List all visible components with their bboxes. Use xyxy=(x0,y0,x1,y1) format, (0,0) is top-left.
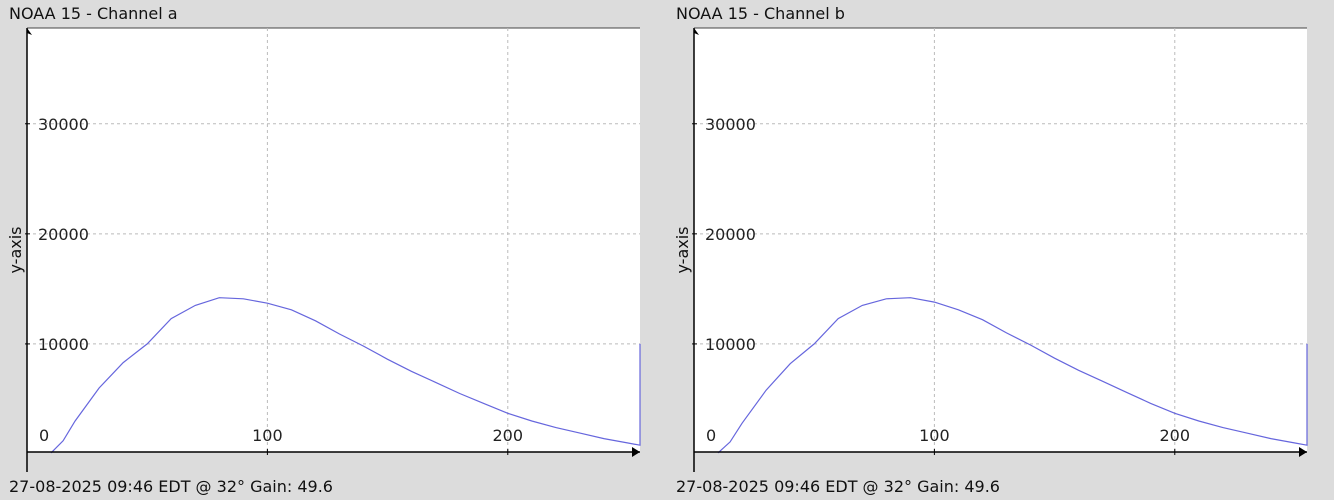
x-tick-label: 100 xyxy=(919,426,950,445)
x-tick-label: 200 xyxy=(1160,426,1191,445)
chart-title: NOAA 15 - Channel a xyxy=(9,4,178,23)
y-axis-arrow xyxy=(694,28,699,35)
x-tick-label: 200 xyxy=(493,426,524,445)
y-tick-label: 10000 xyxy=(38,335,89,354)
data-series-line xyxy=(717,297,1308,454)
chart-footer: 27-08-2025 09:46 EDT @ 32° Gain: 49.6 xyxy=(676,477,1000,496)
x-tick-label: 0 xyxy=(39,426,49,445)
plot-area xyxy=(27,28,640,452)
y-axis-label: y-axis xyxy=(6,226,25,273)
data-series-line xyxy=(50,297,641,454)
y-axis-label: y-axis xyxy=(673,226,692,273)
chart-plot-b: 0 100 200 30000 20000 10000 y-axis xyxy=(673,27,1308,472)
x-tick-label: 100 xyxy=(252,426,283,445)
chart-panel-a: NOAA 15 - Channel a 0 100 200 30000 20000 100… xyxy=(6,4,641,496)
chart-footer: 27-08-2025 09:46 EDT @ 32° Gain: 49.6 xyxy=(9,477,333,496)
y-tick-label: 30000 xyxy=(705,115,756,134)
y-tick-label: 20000 xyxy=(38,225,89,244)
y-tick-label: 20000 xyxy=(705,225,756,244)
chart-plot-a: 0 100 200 30000 20000 10000 y-axis xyxy=(6,27,641,472)
plot-area xyxy=(694,28,1307,452)
chart-panel-b: NOAA 15 - Channel b 0 100 200 30000 20000 100… xyxy=(667,0,1334,500)
chart-title: NOAA 15 - Channel b xyxy=(676,4,845,23)
x-tick-label: 0 xyxy=(706,426,716,445)
x-axis-arrow xyxy=(632,447,640,457)
x-axis-arrow xyxy=(1299,447,1307,457)
y-tick-label: 10000 xyxy=(705,335,756,354)
y-tick-label: 30000 xyxy=(38,115,89,134)
y-axis-arrow xyxy=(27,28,32,35)
